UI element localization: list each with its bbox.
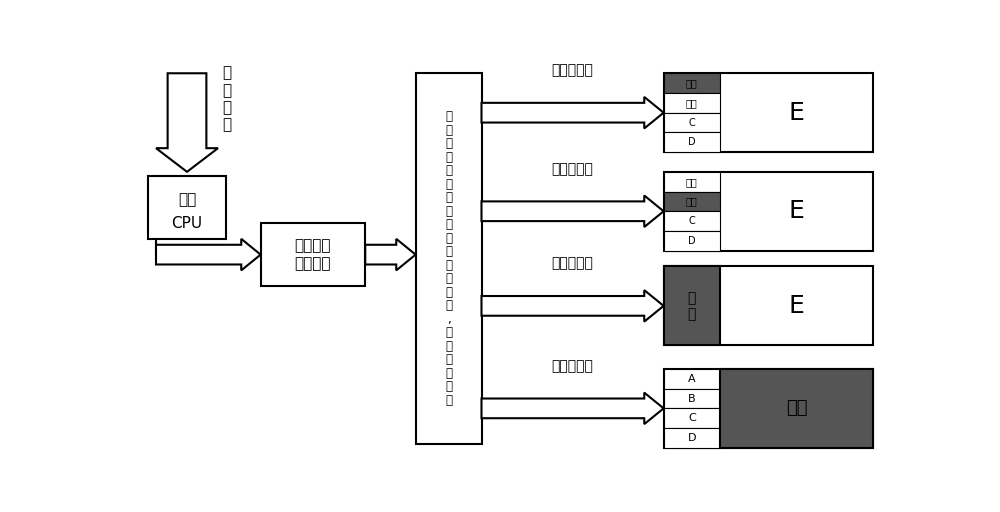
Text: 切换至二态: 切换至二态 xyxy=(552,162,594,176)
Bar xyxy=(664,231,720,251)
Text: D: D xyxy=(688,433,696,443)
Bar xyxy=(664,211,720,231)
Bar xyxy=(664,191,720,211)
Bar xyxy=(664,133,720,152)
Text: 二态: 二态 xyxy=(686,98,698,108)
Text: 三
态: 三 态 xyxy=(688,291,696,321)
Bar xyxy=(148,176,226,239)
Bar xyxy=(664,73,720,93)
Bar xyxy=(664,428,720,448)
Bar xyxy=(664,369,873,448)
Text: 智能: 智能 xyxy=(178,192,196,207)
Text: D: D xyxy=(688,236,696,246)
Polygon shape xyxy=(482,196,664,227)
Polygon shape xyxy=(156,73,218,172)
Polygon shape xyxy=(482,393,664,424)
Text: 切换至三态: 切换至三态 xyxy=(552,257,594,270)
Text: C: C xyxy=(688,216,695,226)
Text: 切换至四态: 切换至四态 xyxy=(552,359,594,373)
Text: E: E xyxy=(789,199,804,223)
Text: E: E xyxy=(789,101,804,125)
Polygon shape xyxy=(365,239,416,270)
Text: C: C xyxy=(688,413,696,423)
Text: 判断功能
当前状态: 判断功能 当前状态 xyxy=(295,239,331,271)
Bar xyxy=(664,369,720,389)
Text: A: A xyxy=(688,374,696,384)
Text: 切换至一态: 切换至一态 xyxy=(552,63,594,77)
Bar xyxy=(720,369,873,448)
Bar xyxy=(664,73,873,152)
Bar xyxy=(664,389,720,409)
Bar xyxy=(664,93,720,113)
Text: 四态: 四态 xyxy=(786,399,807,417)
Text: E: E xyxy=(789,294,804,318)
Text: D: D xyxy=(688,137,696,147)
Bar xyxy=(664,172,720,191)
Text: 自
动
判
断
最
适
合
用
户
使
用
多
态
状
态
,
直
接
指
令
切
换: 自 动 判 断 最 适 合 用 户 使 用 多 态 状 态 , 直 接 指 令 … xyxy=(445,110,452,407)
Text: 用
户
指
令: 用 户 指 令 xyxy=(222,66,231,133)
Bar xyxy=(664,266,873,345)
Bar xyxy=(664,409,720,428)
Bar xyxy=(416,73,482,444)
Text: 一态: 一态 xyxy=(686,78,698,88)
Polygon shape xyxy=(156,239,261,270)
Text: 二态: 二态 xyxy=(686,197,698,206)
Bar xyxy=(664,113,720,133)
Text: CPU: CPU xyxy=(171,216,203,230)
Polygon shape xyxy=(482,97,664,129)
Bar xyxy=(261,223,365,286)
Bar xyxy=(664,266,720,345)
Bar xyxy=(664,172,873,251)
Text: B: B xyxy=(688,394,696,403)
Text: C: C xyxy=(688,118,695,127)
Text: 一态: 一态 xyxy=(686,177,698,187)
Polygon shape xyxy=(482,290,664,322)
